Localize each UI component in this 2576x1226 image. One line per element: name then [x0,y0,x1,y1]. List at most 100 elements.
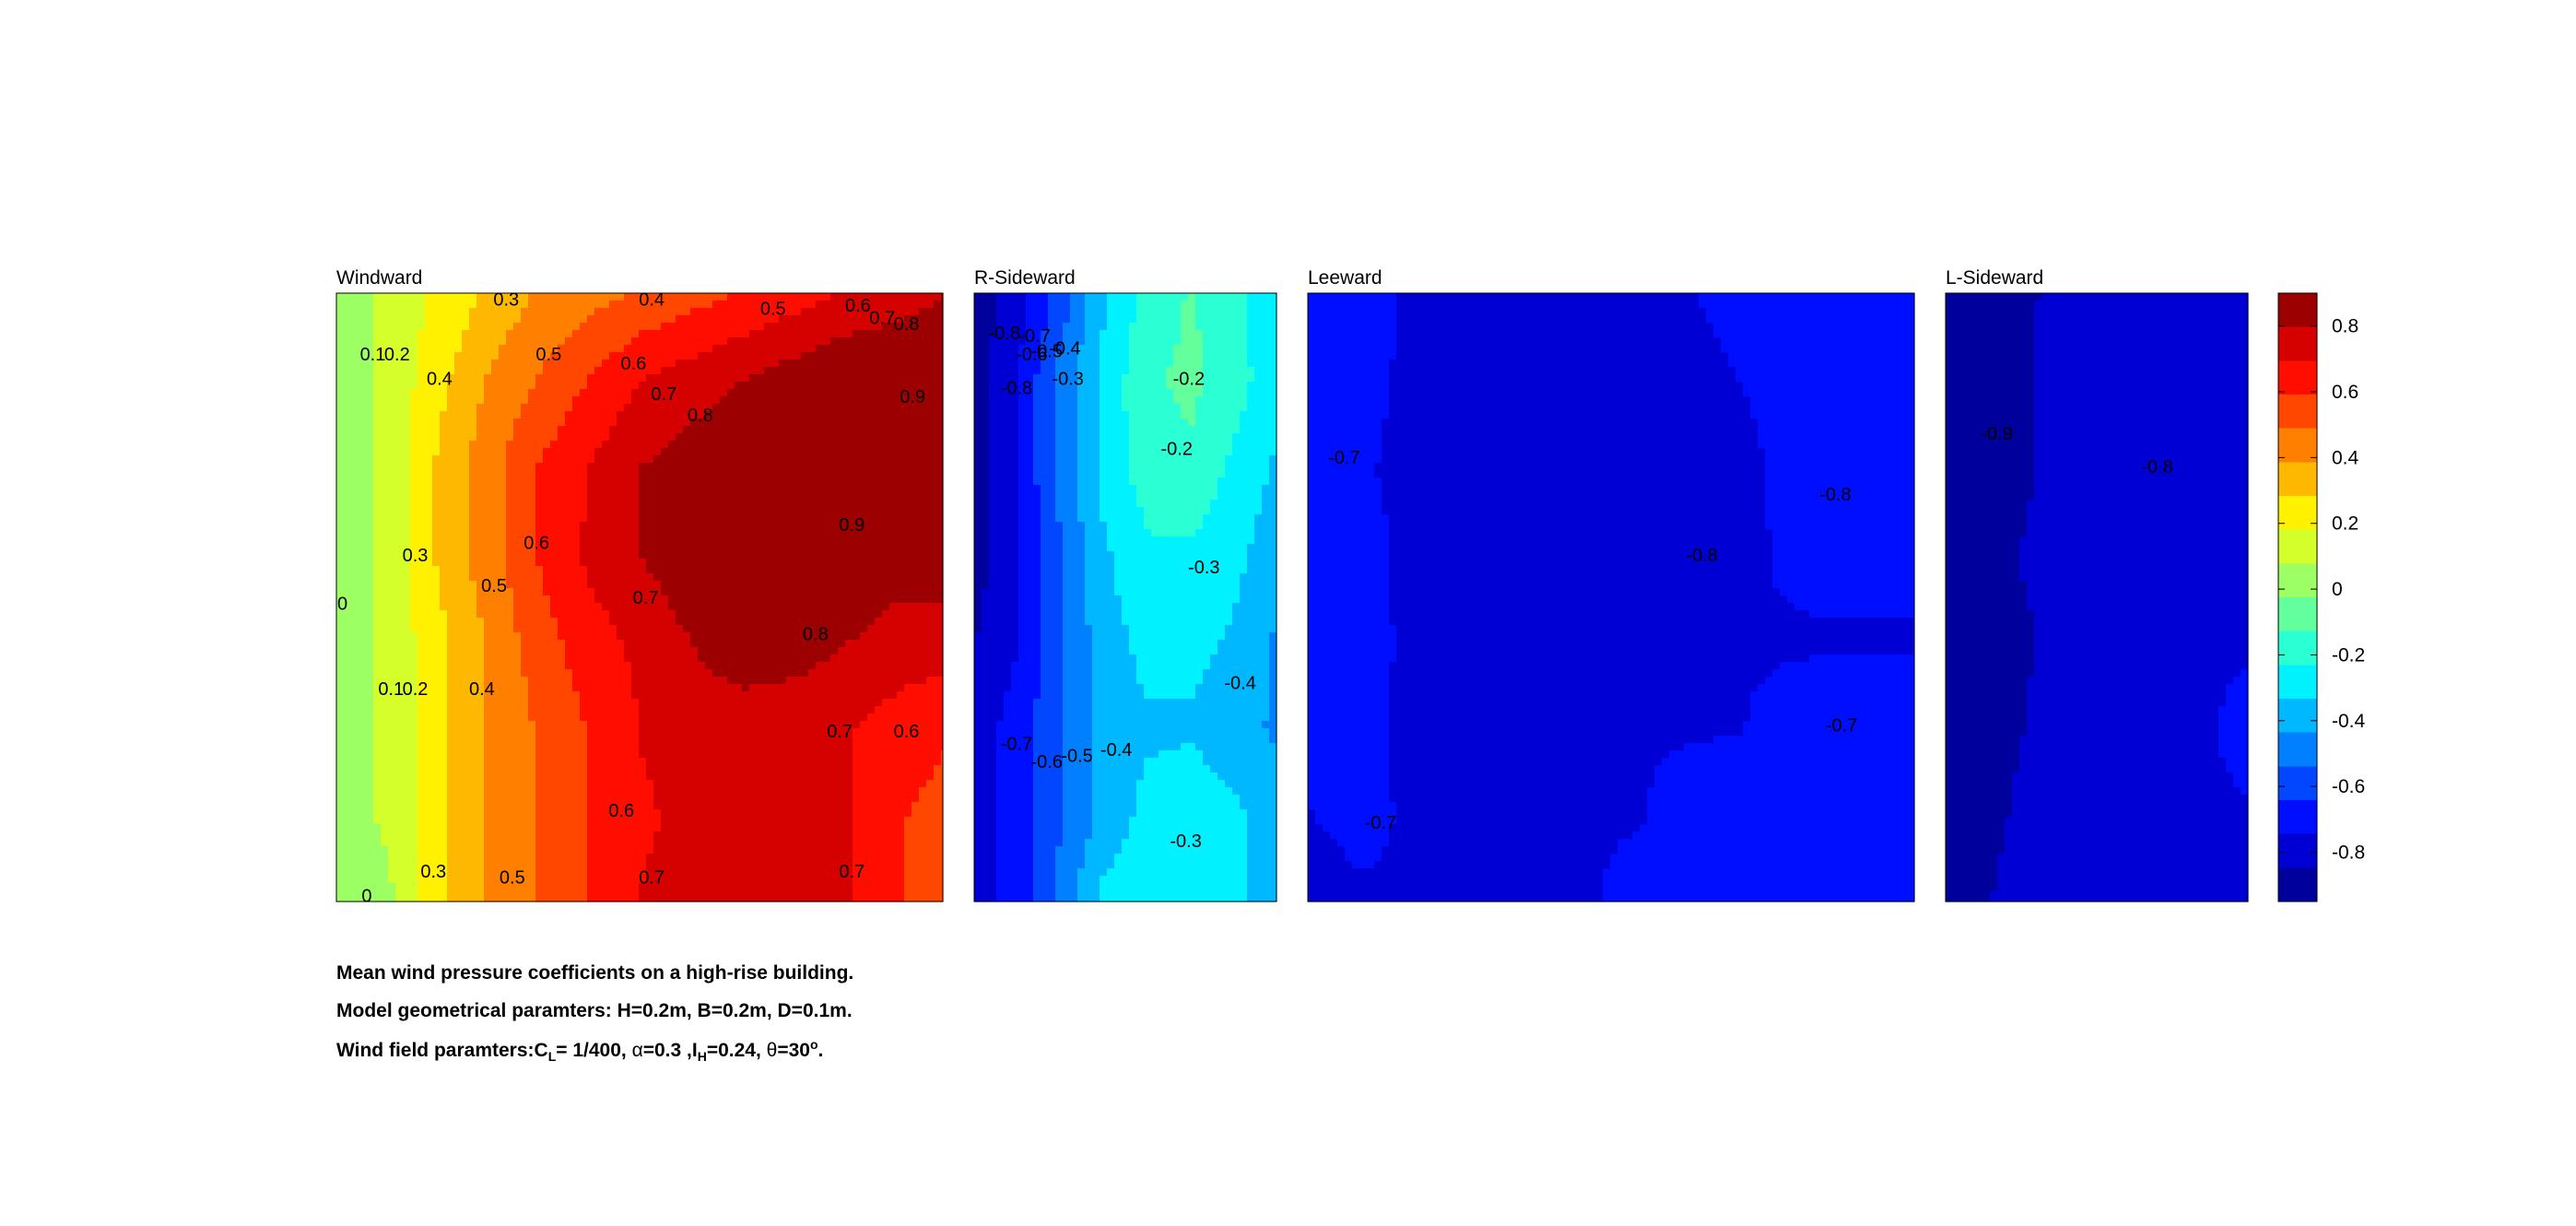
contour-cell [845,706,853,714]
contour-cell [845,500,853,508]
contour-cell [469,337,477,346]
contour-cell [860,330,868,338]
contour-cell [506,713,514,722]
contour-cell [912,293,920,301]
contour-cell [808,625,817,633]
contour-cell [912,691,920,700]
contour-cell [359,544,367,552]
contour-cell [794,418,802,427]
contour-cell [425,662,433,670]
contour-cell [440,559,448,567]
contour-cell [454,315,463,324]
contour-cell [558,618,566,626]
contour-cell [926,463,935,471]
contour-cell [653,581,662,589]
contour-cell [469,396,477,405]
contour-cell [535,581,544,589]
contour-cell [742,721,750,729]
contour-cell [624,713,632,722]
contour-cell [469,455,477,464]
contour-cell [830,632,839,641]
contour-cell [543,640,551,648]
contour-cell [712,301,721,309]
contour-cell [336,603,345,611]
contour-cell [535,396,544,405]
contour-cell [631,691,640,700]
contour-cell [764,514,772,523]
contour-cell [484,463,492,471]
contour-cell [572,713,581,722]
contour-cell [639,669,647,678]
contour-cell [705,573,713,582]
contour-cell [550,551,559,560]
contour-cell [808,713,817,722]
contour-cell [440,463,448,471]
contour-cell [528,301,536,309]
contour-cell [727,684,735,692]
contour-cell [432,529,441,537]
contour-cell [587,551,595,560]
contour-cell [742,323,750,331]
contour-cell [447,721,455,729]
contour-cell [897,492,905,501]
contour-cell [889,610,898,619]
contour-cell [631,647,640,655]
contour-cell [506,721,514,729]
contour-cell [794,330,802,338]
contour-cell [889,492,898,501]
contour-cell [454,581,463,589]
contour-cell [816,595,824,604]
contour-cell [838,485,846,493]
contour-cell [388,323,396,331]
contour-cell [742,485,750,493]
contour-cell [543,441,551,449]
contour-cell [676,396,684,405]
contour-cell [771,448,780,456]
contour-cell [469,640,477,648]
contour-cell [676,323,684,331]
contour-cell [646,411,654,419]
contour-cell [830,492,839,501]
contour-cell [853,492,861,501]
contour-cell [447,433,455,442]
contour-cell [823,418,831,427]
contour-cell [381,551,389,560]
contour-cell [882,418,890,427]
contour-cell [676,507,684,515]
contour-cell [661,654,669,663]
contour-cell [447,455,455,464]
contour-cell [683,559,691,567]
contour-cell [653,699,662,707]
contour-cell [683,699,691,707]
contour-cell [521,441,529,449]
contour-cell [388,492,396,501]
contour-cell [941,529,944,537]
contour-cell [912,507,920,515]
contour-cell [366,603,374,611]
contour-cell [720,581,728,589]
contour-cell [344,706,352,714]
contour-cell [617,603,625,611]
contour-cell [491,610,500,619]
contour-cell [528,323,536,331]
contour-cell [418,411,426,419]
contour-cell [381,441,389,449]
contour-cell [506,411,514,419]
contour-cell [897,647,905,655]
contour-cell [476,323,485,331]
contour-cell [786,699,794,707]
contour-cell [344,463,352,471]
contour-cell [388,536,396,545]
contour-cell [845,691,853,700]
contour-cell [838,640,846,648]
contour-cell [454,536,463,545]
contour-cell [440,514,448,523]
contour-cell [742,662,750,670]
contour-cell [506,492,514,501]
contour-cell [462,618,470,626]
contour-cell [941,293,944,301]
contour-cell [897,315,905,324]
contour-cell [653,455,662,464]
contour-cell [720,728,728,737]
contour-cell [867,418,876,427]
